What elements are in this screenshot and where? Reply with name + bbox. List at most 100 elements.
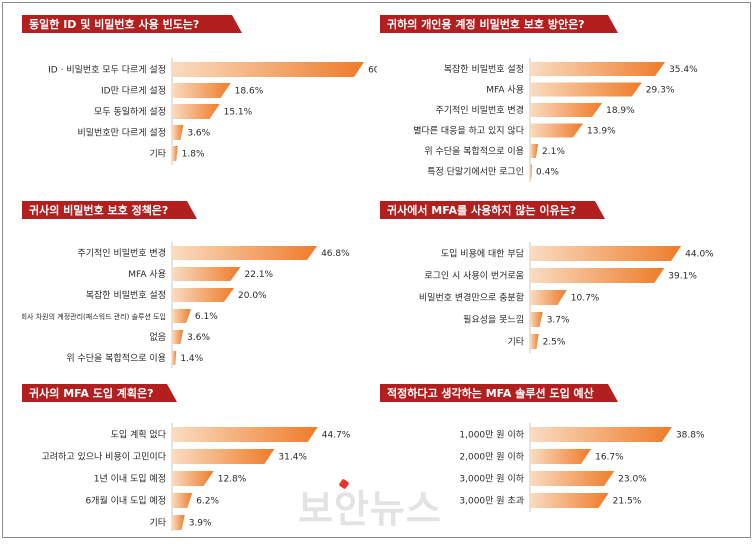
value-label: 10.7% [571, 294, 600, 304]
bar [530, 62, 666, 76]
chart-svg-5: 적정하다고 생각하는 MFA 솔루션 도입 예산 1,000만 원 이하 38.8%… [380, 384, 705, 512]
value-label: 18.9% [606, 106, 635, 116]
category-label: 도입 계획 없다 [111, 429, 167, 441]
bar [530, 312, 543, 327]
category-label: 모두 동일하게 설정 [94, 107, 166, 118]
category-label: MFA 사용 [128, 269, 166, 280]
category-label: 특정 단말기에서만 로그인 [427, 166, 524, 178]
value-label: 3.6% [187, 129, 210, 139]
category-label: 1,000만 원 이하 [459, 430, 524, 441]
category-label: 6개월 이내 도입 예정 [85, 495, 166, 507]
value-label: 1.8% [182, 150, 205, 160]
value-label: 35.4% [669, 65, 698, 75]
chart-title: 동일한 ID 및 비밀번호 사용 빈도는? [29, 17, 199, 31]
value-label: 20.0% [238, 291, 267, 301]
value-label: 22.1% [245, 270, 274, 280]
bar [530, 427, 672, 442]
chart-title-bar [380, 15, 618, 33]
value-label: 44.0% [685, 250, 714, 260]
category-label: 기타 [149, 149, 166, 160]
bar [172, 267, 241, 281]
bar [172, 471, 214, 486]
chart-svg-3: 귀사에서 MFA를 사용하지 않는 이유는? 도입 비용에 대한 부담 44.0% 로… [380, 201, 714, 353]
category-label: 기타 [149, 518, 166, 529]
bar [172, 493, 193, 508]
value-label: 2.5% [543, 338, 566, 348]
bar [530, 164, 532, 179]
value-label: 39.1% [668, 272, 697, 282]
category-label: 도입 비용에 대한 부담 [441, 248, 524, 260]
value-label: 16.7% [595, 453, 624, 463]
bar [530, 471, 615, 486]
category-label: 3,000만 원 초과 [459, 496, 524, 507]
category-label: 3,000만 원 이하 [459, 474, 524, 485]
chart-svg-0: 동일한 ID 및 비밀번호 사용 빈도는? ID · 비밀번호 모두 다르게 설정… [22, 15, 377, 165]
category-label: 비밀번호 변경만으로 충분함 [419, 292, 524, 304]
bar [530, 290, 567, 305]
category-label: 복잡한 비밀번호 설정 [444, 63, 524, 75]
category-label: 고려하고 있으나 비용이 고민이다 [41, 451, 166, 463]
bar [172, 449, 275, 464]
chart-title: 적정하다고 생각하는 MFA 솔루션 도입 예산 [387, 386, 594, 400]
value-label: 31.4% [278, 453, 307, 463]
category-label: 별다른 대응을 하고 있지 않다 [413, 125, 525, 137]
chart-title: 귀하의 개인용 계정 비밀번호 보호 방안은? [387, 17, 585, 31]
bar [172, 104, 220, 119]
bar [172, 146, 178, 161]
bar [530, 334, 539, 349]
chart-svg-4: 귀사의 MFA 도입 계획은? 도입 계획 없다 44.7% 고려하고 있으나 비용이… [22, 384, 351, 531]
bar [172, 515, 185, 530]
chart-panel-company-policy: 귀사의 비밀번호 보호 정책은? 주기적인 비밀번호 변경 46.8% MFA 사용 2… [22, 198, 377, 368]
chart-title: 귀사의 MFA 도입 계획은? [29, 386, 154, 400]
bar [172, 427, 318, 442]
category-label: ID만 다르게 설정 [101, 86, 166, 97]
value-label: 12.8% [218, 475, 247, 485]
bar [172, 125, 184, 140]
category-label: 없음 [149, 332, 166, 343]
category-label: 로그인 시 사용이 번거로움 [424, 271, 524, 282]
category-label: 회사 차원의 계정관리(패스워드 관리) 솔루션 도입 [22, 312, 166, 321]
bar [530, 246, 682, 261]
value-label: 38.8% [676, 431, 705, 441]
value-label: 44.7% [322, 431, 351, 441]
chart-title: 귀사에서 MFA를 사용하지 않는 이유는? [387, 203, 576, 217]
chart-title-bar [22, 384, 177, 402]
chart-svg-1: 귀하의 개인용 계정 비밀번호 보호 방안은? 복잡한 비밀번호 설정 35.4% M… [380, 15, 698, 182]
category-label: 주기적인 비밀번호 변경 [435, 104, 524, 116]
value-label: 6.2% [196, 497, 219, 507]
category-label: 2,000만 원 이하 [459, 452, 524, 463]
category-label: 1년 이내 도입 예정 [94, 473, 166, 485]
category-label: 주기적인 비밀번호 변경 [77, 247, 166, 259]
value-label: 15.1% [224, 108, 253, 118]
bar [530, 449, 592, 464]
category-label: 비밀번호만 다르게 설정 [77, 127, 166, 139]
category-label: 기타 [507, 337, 524, 348]
value-label: 3.7% [547, 316, 570, 326]
bar [172, 351, 177, 365]
chart-title-bar [380, 201, 605, 219]
bar [530, 268, 665, 283]
value-label: 0.4% [536, 168, 559, 178]
bar [530, 82, 642, 97]
value-label: 3.9% [189, 519, 212, 529]
bar [530, 103, 603, 117]
category-label: 복잡한 비밀번호 설정 [86, 289, 166, 301]
value-label: 13.9% [587, 127, 616, 137]
value-label: 1.4% [180, 354, 203, 364]
bar [172, 330, 184, 344]
chart-title: 귀사의 비밀번호 보호 정책은? [29, 203, 168, 217]
value-label: 29.3% [646, 86, 675, 96]
chart-svg-2: 귀사의 비밀번호 보호 정책은? 주기적인 비밀번호 변경 46.8% MFA 사용 2… [22, 201, 350, 368]
value-label: 3.6% [187, 333, 210, 343]
chart-panel-mfa-reasons: 귀사에서 MFA를 사용하지 않는 이유는? 도입 비용에 대한 부담 44.0% 로… [380, 198, 735, 368]
value-label: 18.6% [235, 87, 264, 97]
chart-panel-mfa-budget: 적정하다고 생각하는 MFA 솔루션 도입 예산 1,000만 원 이하 38.8%… [380, 381, 735, 551]
value-label: 2.1% [542, 147, 565, 157]
chart-title-bar [22, 201, 197, 219]
outer-frame [2, 2, 751, 538]
value-label: 60.9% [368, 66, 377, 76]
bar [172, 62, 365, 77]
bar [530, 493, 609, 508]
value-label: 6.1% [195, 312, 218, 322]
value-label: 21.5% [613, 497, 642, 507]
